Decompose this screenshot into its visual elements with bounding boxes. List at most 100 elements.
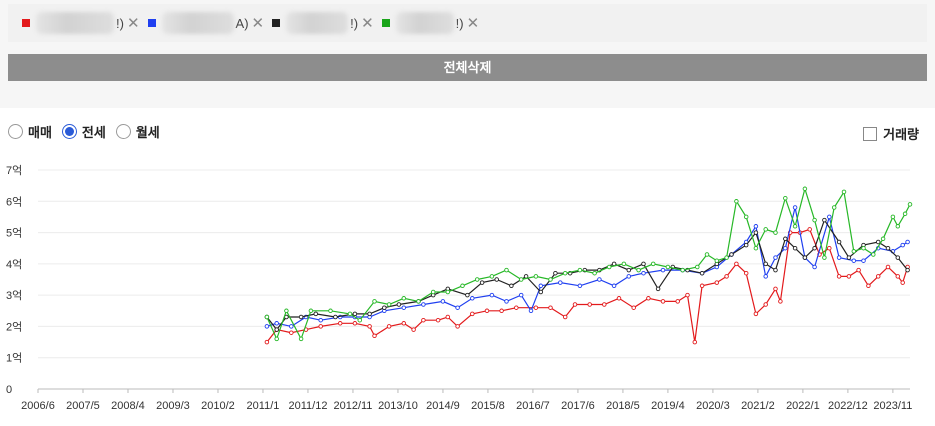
volume-toggle[interactable]: 거래량: [863, 124, 919, 143]
data-point: [274, 336, 279, 342]
data-point: [548, 305, 553, 310]
data-point: [900, 242, 905, 248]
data-point: [851, 249, 857, 254]
data-point: [445, 314, 451, 320]
radio-jeonse[interactable]: 전세: [61, 122, 106, 141]
data-point: [773, 230, 778, 235]
data-point: [890, 214, 896, 220]
data-point: [646, 296, 651, 301]
data-point: [743, 270, 749, 276]
clear-all-button[interactable]: 전체삭제: [8, 54, 927, 81]
data-point: [602, 302, 607, 307]
data-point: [895, 274, 901, 279]
data-point: [479, 280, 485, 285]
x-tick-label: 2022/1: [786, 400, 820, 412]
data-point: [352, 321, 358, 326]
comparison-panel: !) ✕ A) ✕!) ✕!) ✕ 전체삭제: [0, 0, 935, 96]
data-point: [856, 267, 861, 273]
volume-checkbox[interactable]: [863, 126, 878, 141]
close-icon[interactable]: ✕: [126, 15, 140, 32]
y-tick-label: 3억: [6, 289, 22, 302]
data-point: [783, 245, 788, 251]
series-line: [266, 228, 909, 343]
data-point: [382, 305, 387, 310]
data-point: [846, 274, 852, 279]
legend-item: A) ✕: [147, 12, 269, 34]
data-point: [440, 299, 446, 304]
data-point: [900, 280, 905, 285]
data-point: [704, 252, 710, 257]
data-point: [528, 308, 534, 314]
data-point: [885, 245, 891, 251]
close-icon[interactable]: ✕: [466, 15, 480, 32]
data-point: [538, 289, 544, 295]
data-point: [337, 321, 343, 326]
data-point: [333, 314, 338, 320]
data-point: [616, 296, 622, 301]
data-point: [465, 292, 470, 298]
data-point: [518, 277, 524, 282]
data-point: [655, 286, 661, 292]
close-icon[interactable]: ✕: [251, 15, 265, 32]
data-point: [861, 258, 866, 263]
data-point: [587, 302, 592, 307]
redacted-name: [395, 12, 454, 34]
data-point: [386, 324, 392, 329]
y-tick-label: 0: [6, 384, 12, 396]
radio-monthly-rent[interactable]: 월세: [115, 122, 160, 141]
data-point: [753, 245, 759, 251]
y-tick-label: 7억: [6, 164, 22, 177]
radio-circle[interactable]: [61, 124, 77, 139]
data-point: [636, 267, 641, 273]
x-tick-label: 2012/11: [333, 400, 372, 412]
radio-circle[interactable]: [115, 124, 131, 139]
data-point: [474, 277, 480, 282]
data-point: [264, 339, 270, 345]
radio-sale[interactable]: 매매: [8, 122, 52, 141]
data-point: [812, 245, 817, 251]
data-point: [289, 324, 294, 329]
data-point: [827, 245, 832, 251]
series-line: [266, 218, 909, 331]
data-point: [699, 283, 705, 289]
data-point: [318, 317, 323, 323]
data-point: [875, 239, 881, 245]
volume-label: 거래량: [883, 127, 919, 142]
data-point: [660, 267, 666, 273]
data-point: [792, 205, 798, 210]
data-point: [416, 299, 421, 304]
data-point: [778, 299, 783, 304]
data-point: [907, 202, 913, 207]
data-point: [641, 270, 646, 276]
data-point: [763, 227, 768, 232]
data-point: [802, 255, 808, 260]
data-point: [558, 280, 563, 285]
data-point: [562, 314, 568, 320]
data-point: [460, 283, 465, 289]
data-point: [606, 264, 612, 270]
legend-suffix: !): [116, 15, 124, 31]
data-point: [430, 289, 436, 295]
x-tick-label: 2022/12: [828, 400, 868, 412]
data-point: [743, 214, 749, 220]
data-point: [533, 305, 539, 310]
radio-circle[interactable]: [8, 124, 23, 139]
data-point: [812, 264, 817, 270]
data-point: [831, 205, 837, 210]
data-point: [455, 305, 460, 310]
data-point: [807, 227, 812, 232]
legend-suffix: A): [235, 15, 249, 31]
data-point: [504, 267, 509, 273]
data-point: [533, 274, 539, 279]
data-point: [743, 242, 749, 248]
redacted-name: [286, 12, 349, 34]
data-point: [734, 261, 739, 267]
data-point: [841, 189, 847, 195]
data-point: [401, 296, 407, 301]
x-tick-label: 2023/11: [873, 400, 912, 412]
close-icon[interactable]: ✕: [361, 15, 374, 32]
data-point: [298, 336, 304, 342]
data-point: [822, 217, 827, 223]
data-point: [489, 292, 495, 298]
data-point: [484, 308, 490, 314]
